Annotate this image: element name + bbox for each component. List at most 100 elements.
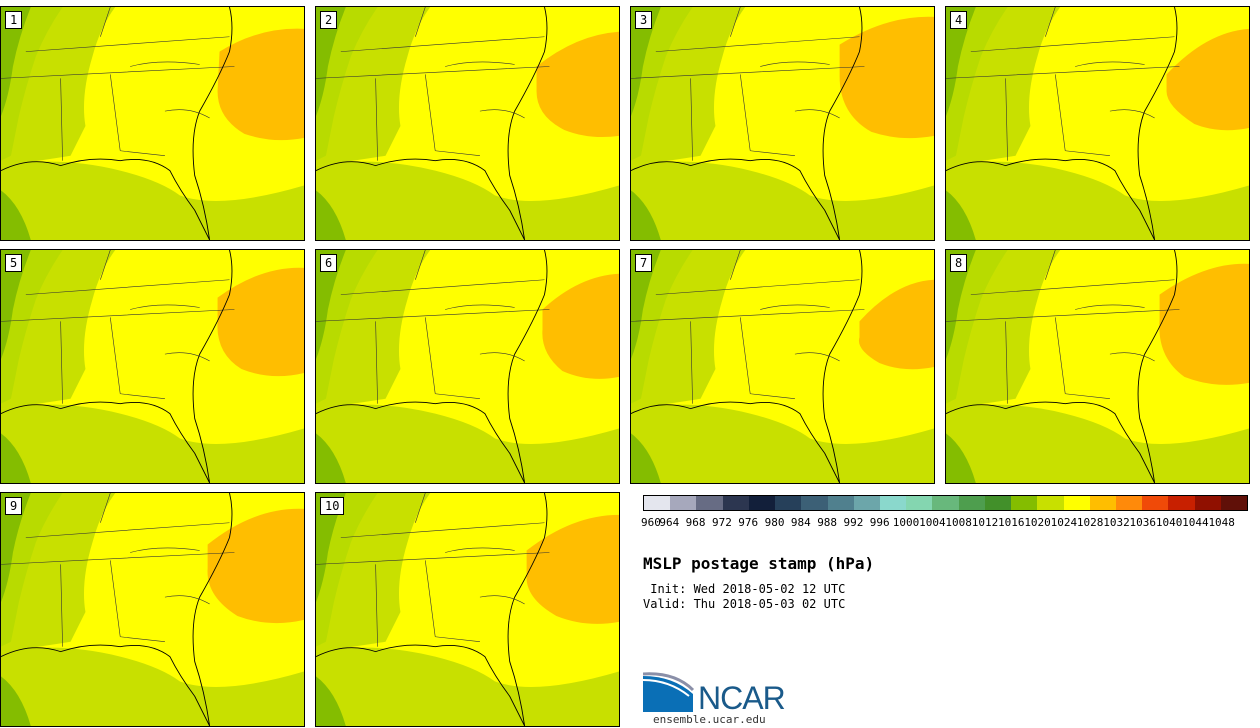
colorbar-tick: 1044 xyxy=(1182,516,1209,529)
mslp-map xyxy=(946,7,1249,240)
product-title: MSLP postage stamp (hPa) xyxy=(643,554,875,573)
contour-1016-gulf xyxy=(946,433,976,483)
colorbar-tick: 980 xyxy=(764,516,785,529)
mslp-map xyxy=(1,250,304,483)
colorbar xyxy=(643,495,1248,511)
colorbar-tick: 1040 xyxy=(1155,516,1183,529)
coastline xyxy=(316,493,548,726)
coastline xyxy=(1,493,233,726)
colorbar-segment xyxy=(1063,496,1090,510)
state-boundaries xyxy=(631,250,865,404)
panel-number: 2 xyxy=(320,11,338,29)
contour-1020-gulf xyxy=(316,161,619,240)
ncar-logo-icon xyxy=(642,672,695,716)
mslp-map xyxy=(1,7,304,240)
mslp-map xyxy=(316,7,619,240)
contour-1016 xyxy=(316,250,346,360)
panel-number: 1 xyxy=(5,11,23,29)
colorbar-segment xyxy=(984,496,1012,510)
colorbar-tick: 996 xyxy=(869,516,890,529)
state-boundaries xyxy=(946,250,1180,404)
colorbar-segment xyxy=(1011,496,1038,510)
contour-1020-gulf xyxy=(1,404,304,483)
mslp-map xyxy=(946,250,1249,483)
colorbar-tick: 1028 xyxy=(1076,516,1104,529)
stamp-panel: 5 xyxy=(0,249,305,484)
state-boundaries xyxy=(631,7,865,161)
contour-1020-gulf xyxy=(631,161,934,240)
colorbar-segment xyxy=(1168,496,1195,510)
contour-1020-gulf xyxy=(316,647,619,726)
colorbar-tick: 960 xyxy=(641,516,661,529)
state-boundaries xyxy=(316,250,550,404)
stamp-panel: 7 xyxy=(630,249,935,484)
colorbar-tick: 1024 xyxy=(1050,516,1078,529)
colorbar-segment xyxy=(1037,496,1064,510)
panel-number: 5 xyxy=(5,254,23,272)
stamp-panel: 3 xyxy=(630,6,935,241)
contour-1028 xyxy=(1159,263,1249,385)
contour-1028 xyxy=(536,31,619,138)
colorbar-tick: 1036 xyxy=(1129,516,1157,529)
colorbar-tick: 1020 xyxy=(1024,516,1051,529)
colorbar-tick: 968 xyxy=(685,516,706,529)
state-boundaries xyxy=(1,493,235,647)
colorbar-segment xyxy=(958,496,985,510)
contour-1016-gulf xyxy=(1,190,31,240)
colorbar-segment xyxy=(748,496,776,510)
state-boundaries xyxy=(946,7,1180,161)
colorbar-segment xyxy=(1194,496,1221,510)
coastline xyxy=(631,250,863,483)
colorbar-tick: 1048 xyxy=(1208,516,1235,529)
colorbar-segment xyxy=(932,496,959,510)
coastline xyxy=(1,250,233,483)
colorbar-segment xyxy=(853,496,880,510)
colorbar-tick: 964 xyxy=(659,516,680,529)
colorbar-tick: 1032 xyxy=(1103,516,1130,529)
colorbar-segment xyxy=(722,496,749,510)
state-boundaries xyxy=(1,7,235,161)
coastline xyxy=(1,7,233,240)
logo-text: NCAR xyxy=(698,680,786,716)
mslp-map xyxy=(316,493,619,726)
contour-1016 xyxy=(946,7,976,117)
panel-number: 8 xyxy=(950,254,968,272)
contour-1028 xyxy=(542,273,619,379)
contour-1020-gulf xyxy=(316,404,619,483)
panel-number: 3 xyxy=(635,11,653,29)
contour-1016-gulf xyxy=(631,433,661,483)
valid-time: Valid: Thu 2018-05-03 02 UTC xyxy=(643,597,846,611)
stamp-panel: 8 xyxy=(945,249,1250,484)
colorbar-tick: 1008 xyxy=(945,516,972,529)
colorbar-segment xyxy=(879,496,907,510)
colorbar-segment xyxy=(906,496,933,510)
contour-1020-gulf xyxy=(1,647,304,726)
contour-1020-gulf xyxy=(631,404,934,483)
colorbar-tick: 1004 xyxy=(919,516,946,529)
colorbar-segment xyxy=(801,496,828,510)
state-boundaries xyxy=(316,7,550,161)
coastline xyxy=(946,250,1178,483)
contour-1016-gulf xyxy=(946,190,976,240)
colorbar-segment xyxy=(775,496,802,510)
coastline xyxy=(316,250,548,483)
panel-number: 7 xyxy=(635,254,653,272)
colorbar-segment xyxy=(1142,496,1169,510)
colorbar-segment xyxy=(696,496,723,510)
contour-1016-gulf xyxy=(631,190,661,240)
colorbar-segment xyxy=(1089,496,1116,510)
colorbar-tick: 1000 xyxy=(892,516,920,529)
contour-1016-gulf xyxy=(316,676,346,726)
panel-number: 10 xyxy=(320,497,345,515)
state-boundaries xyxy=(316,493,550,647)
contour-1028 xyxy=(217,28,304,141)
stamp-panel: 6 xyxy=(315,249,620,484)
stamp-panel: 10 xyxy=(315,492,620,727)
contour-1016 xyxy=(1,7,31,117)
site-url: ensemble.ucar.edu xyxy=(653,713,766,726)
mslp-map xyxy=(631,250,934,483)
coastline xyxy=(946,7,1178,240)
colorbar-tick: 1012 xyxy=(971,516,999,529)
contour-1016 xyxy=(316,493,346,603)
contour-1028 xyxy=(207,508,304,624)
